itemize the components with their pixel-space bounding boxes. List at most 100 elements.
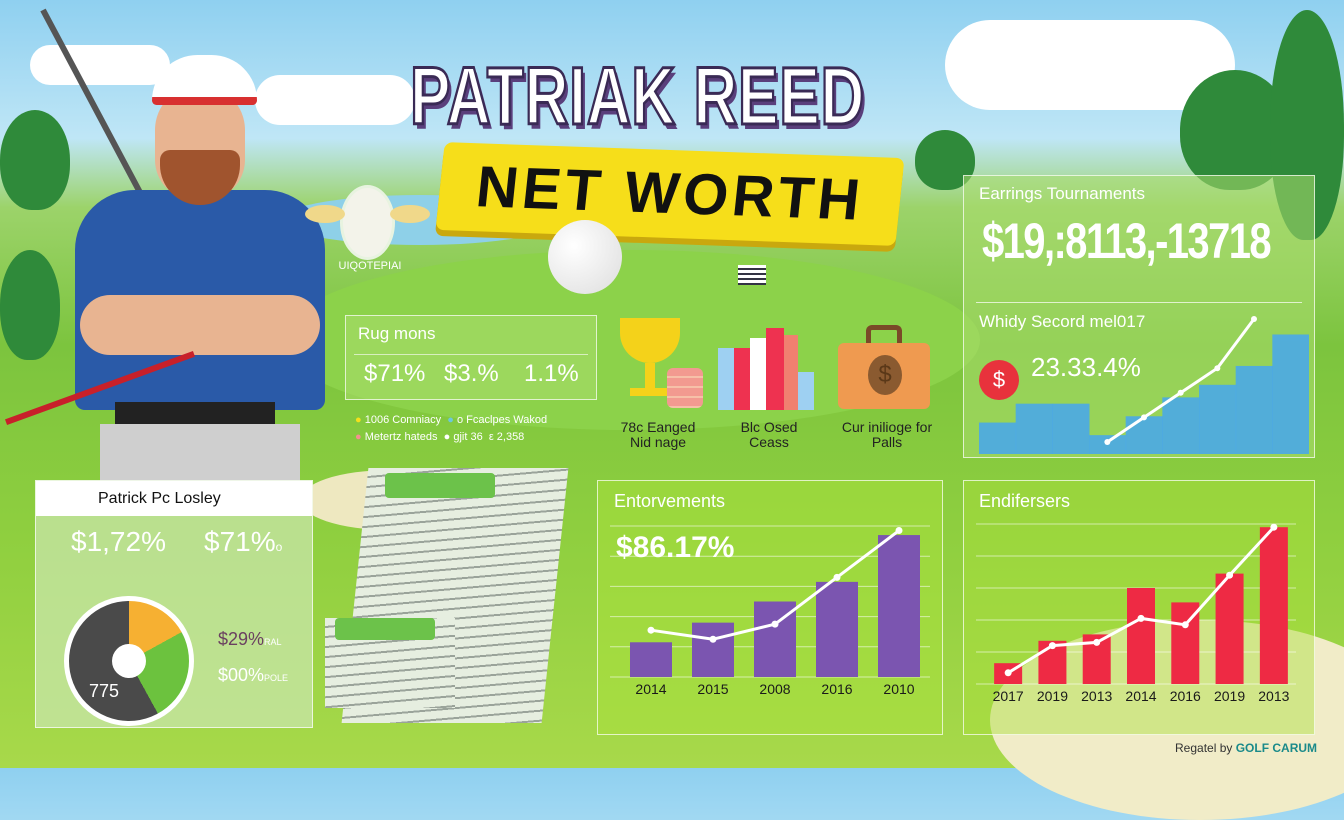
cloud (255, 75, 415, 125)
x-tick-label: 2019 (1037, 688, 1068, 704)
pants (100, 424, 300, 484)
trend-point (1214, 365, 1221, 372)
trend-point (833, 573, 841, 581)
trend-point (1093, 638, 1101, 646)
bar (692, 622, 734, 677)
bar (1259, 527, 1288, 684)
area-bar (1235, 365, 1273, 454)
trend-point (771, 620, 779, 628)
x-tick-label: 2016 (821, 681, 852, 697)
earnings-subtitle: Whidy Secord mel017 (979, 312, 1146, 331)
chart-title: Entorvements (614, 491, 726, 511)
trend-point (1181, 621, 1189, 629)
x-tick-label: 2013 (1258, 688, 1289, 704)
rug-legend: ● 1006 Comniacy ● o Fcaclpes Wakod ● Met… (355, 412, 600, 446)
area-bar (1162, 397, 1200, 454)
x-tick-label: 2013 (1081, 688, 1112, 704)
golfer-illustration (40, 8, 340, 484)
earnings-percent: 23.33.4% (1031, 352, 1141, 382)
profile-stat: $71%o (204, 526, 283, 557)
rug-value: $71% (364, 360, 426, 387)
emblem-logo: UIQOTEPIAI (305, 180, 430, 280)
briefcase-icon: $ (838, 325, 933, 410)
x-tick-label: 2017 (993, 688, 1024, 704)
entorvements-plot: 2014 2015 2008 2016 2010 (610, 521, 940, 697)
emblem-text: UIQOTEPIAI (338, 260, 402, 272)
entorvements-panel: 2014 2015 2008 2016 2010 Entorvements $86.17… (597, 480, 943, 735)
earnings-panel: Earrings Tournaments $19,:8113,-13718 Wh… (963, 175, 1315, 458)
donut-label: $00%POLE (218, 665, 289, 685)
cloud (30, 45, 170, 85)
bar (816, 581, 858, 677)
trend-point (1104, 439, 1111, 445)
bar-chart-label: Blc Osed Ceass (740, 419, 798, 450)
chart-svg: 2014 2015 2008 2016 2010 (610, 525, 930, 697)
tree (0, 250, 60, 360)
flag-icon (738, 265, 766, 285)
x-tick-label: 2016 (1170, 688, 1201, 704)
cloud (945, 20, 1235, 110)
trend-point (709, 635, 717, 643)
footer-credit: Regatel by GOLF CARUM (1175, 741, 1318, 755)
trend-point (1004, 669, 1012, 677)
x-tick-label: 2014 (1125, 688, 1156, 704)
area-bar (979, 422, 1017, 454)
chart-title: Endifersers (979, 491, 1071, 511)
legend-item: ● gjit 36 (443, 431, 483, 443)
chart-headline: $86.17% (616, 531, 735, 564)
bar-chart-icon (718, 325, 818, 410)
x-tick-label: 2014 (635, 681, 666, 697)
belt (115, 402, 275, 424)
bar (878, 535, 920, 677)
trophy-icon (615, 318, 705, 413)
rug-panel: Rug mons $71% $3.% 1.1% (345, 315, 597, 400)
legend-item: ε 2,358 (488, 431, 525, 443)
page-title: PATRIAK REED (409, 50, 866, 144)
area-bar (1052, 403, 1090, 454)
trend-point (1226, 571, 1234, 579)
area-bar (1272, 334, 1309, 454)
earnings-mini-chart (979, 316, 1309, 454)
trend-point (1141, 414, 1147, 421)
cap (152, 55, 257, 105)
bar (1127, 588, 1155, 684)
x-tick-label: 2019 (1214, 688, 1245, 704)
bar (630, 642, 672, 677)
earnings-amount: $19,:8113,-13718 (982, 213, 1272, 269)
money-stack-illustration (325, 468, 569, 728)
brand-logo: GOLF CARUM (1235, 741, 1318, 755)
dollar-bubble-icon: $ (979, 360, 1019, 400)
banner-text: NET WORTH (473, 154, 867, 233)
golf-ball-icon (548, 220, 622, 294)
x-tick-label: 2015 (697, 681, 728, 697)
profile-panel: Patrick Pc Losley $1,72% $71%o 775 $29%R… (35, 480, 313, 728)
bar (1215, 573, 1244, 684)
profile-name: Patrick Pc Losley (36, 481, 312, 516)
donut-label: $29%RAL (218, 629, 282, 649)
rug-title: Rug mons (358, 324, 436, 343)
trend-point (1177, 389, 1184, 396)
trend-point (1270, 523, 1278, 531)
trophy-label: 78c Eanged Nid nage (620, 419, 696, 450)
donut-chart: 775 (64, 596, 194, 726)
earnings-title: Earrings Tournaments (979, 184, 1145, 203)
legend-item: ● o Fcaclpes Wakod (447, 414, 548, 426)
chart-svg: 2017 2019 2013 2014 2016 2019 2013 (976, 523, 1296, 704)
profile-stat: $1,72% (71, 526, 166, 557)
trend-point (1048, 642, 1056, 650)
donut-center-value: 775 (89, 681, 120, 701)
area-bar (1125, 416, 1163, 454)
trend-point (1251, 316, 1257, 322)
dollar-icon: $ (868, 355, 902, 395)
trend-point (1137, 614, 1145, 622)
legend-item: ● 1006 Comniacy (355, 414, 442, 426)
x-tick-label: 2010 (883, 681, 914, 697)
area-bar (1015, 403, 1053, 454)
net-worth-banner: NET WORTH (435, 142, 905, 246)
area-bar (1199, 384, 1237, 454)
endifersers-plot: 2017 2019 2013 2014 2016 2019 2013 (976, 519, 1306, 704)
briefcase-label: Cur inilioge for Palls (841, 419, 933, 450)
rug-value: $3.% (444, 360, 499, 387)
endifersers-panel: 2017 2019 2013 2014 2016 2019 2013 Endifersers (963, 480, 1315, 735)
trend-point (895, 527, 903, 535)
